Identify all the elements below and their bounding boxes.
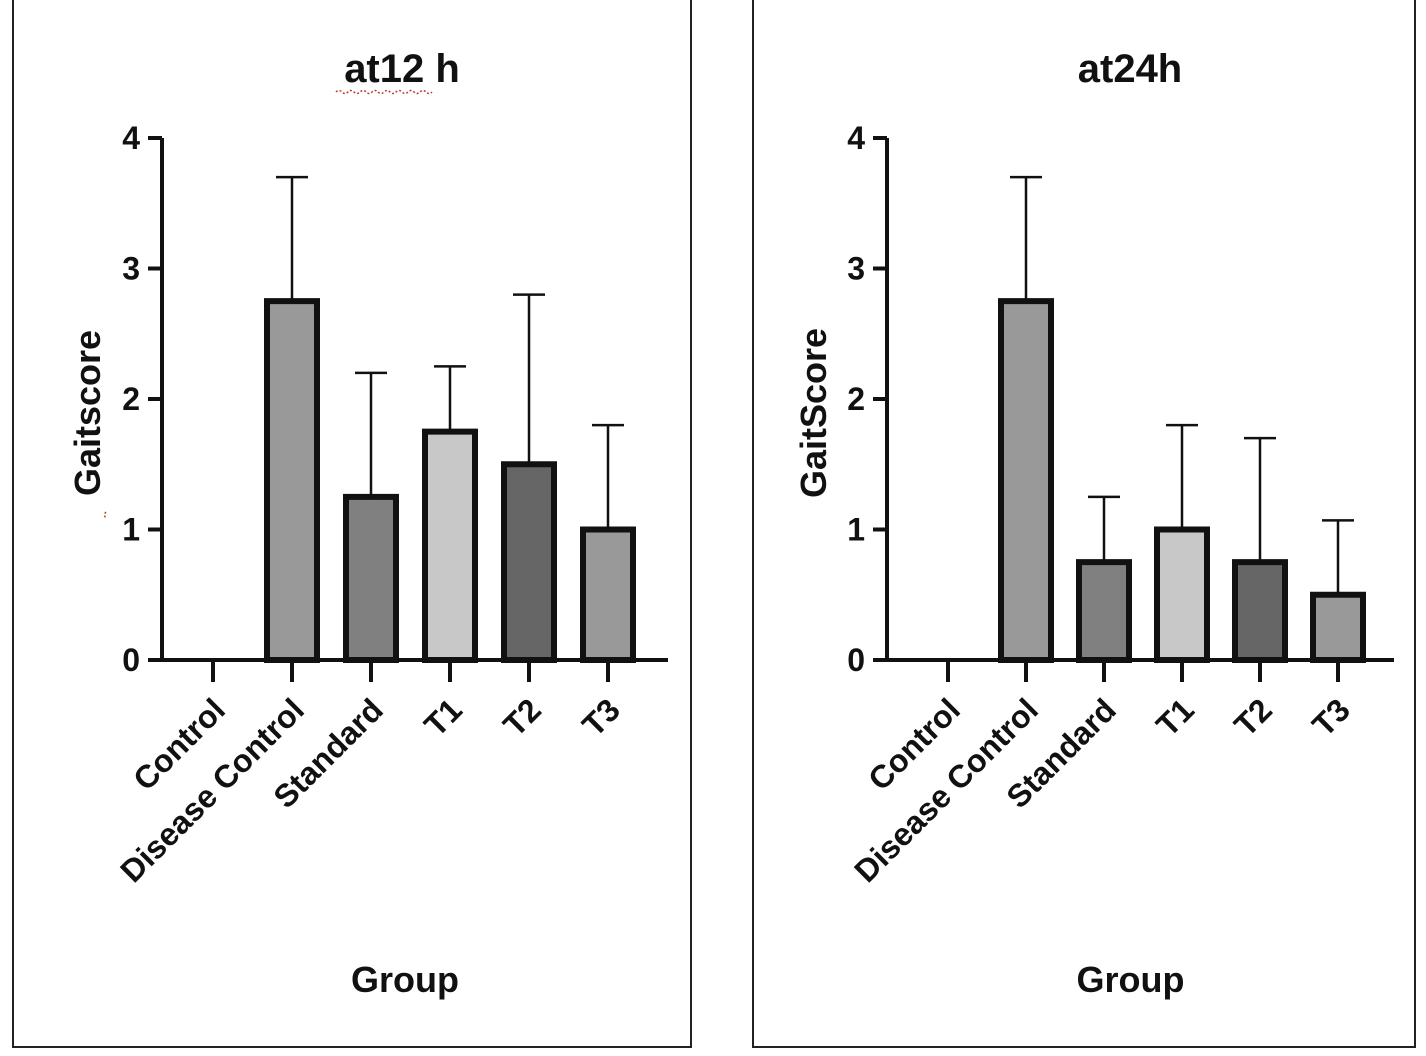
bar (1154, 526, 1210, 663)
bar (1232, 559, 1288, 663)
bar (998, 298, 1054, 663)
bar (1310, 591, 1366, 663)
chart-title: at12 h (344, 47, 460, 91)
y-tick-label: 0 (847, 642, 865, 678)
y-tick-label: 1 (847, 512, 865, 548)
x-tick-label: T2 (496, 691, 548, 743)
x-axis-label: Group (351, 959, 459, 1000)
y-tick-label: 4 (122, 120, 140, 156)
x-tick-label: T1 (1149, 691, 1201, 743)
chart-title: at24h (1078, 47, 1183, 91)
bar (343, 493, 399, 663)
y-tick-label: 3 (847, 251, 865, 287)
y-tick-label: 3 (122, 251, 140, 287)
chart-panel-12h: at12 h 0 1 2 3 4 Gaitscore Control Disease Contr… (12, 0, 692, 1048)
spellcheck-underline (335, 89, 433, 95)
y-tick-label: 1 (122, 512, 140, 548)
x-tick-label: T3 (575, 691, 627, 743)
bar (1076, 559, 1132, 663)
x-tick-label: T3 (1305, 691, 1357, 743)
y-tick-label: 4 (847, 120, 865, 156)
x-tick-label: T1 (417, 691, 469, 743)
y-tick-label: 2 (847, 381, 865, 417)
bar (422, 428, 478, 663)
x-axis-label: Group (1077, 959, 1185, 1000)
y-tick-label: 0 (122, 642, 140, 678)
y-tick-label: 2 (122, 381, 140, 417)
bar (264, 298, 320, 663)
y-axis-label: GaitScore (793, 328, 834, 498)
bar (501, 461, 557, 663)
chart-panel-24h: at24h 0 1 2 3 4 GaitScore Control Disease Contro… (752, 0, 1416, 1048)
bar (580, 526, 636, 663)
spellcheck-underline (103, 511, 107, 519)
x-tick-label: T2 (1227, 691, 1279, 743)
y-axis-label: Gaitscore (67, 330, 108, 496)
